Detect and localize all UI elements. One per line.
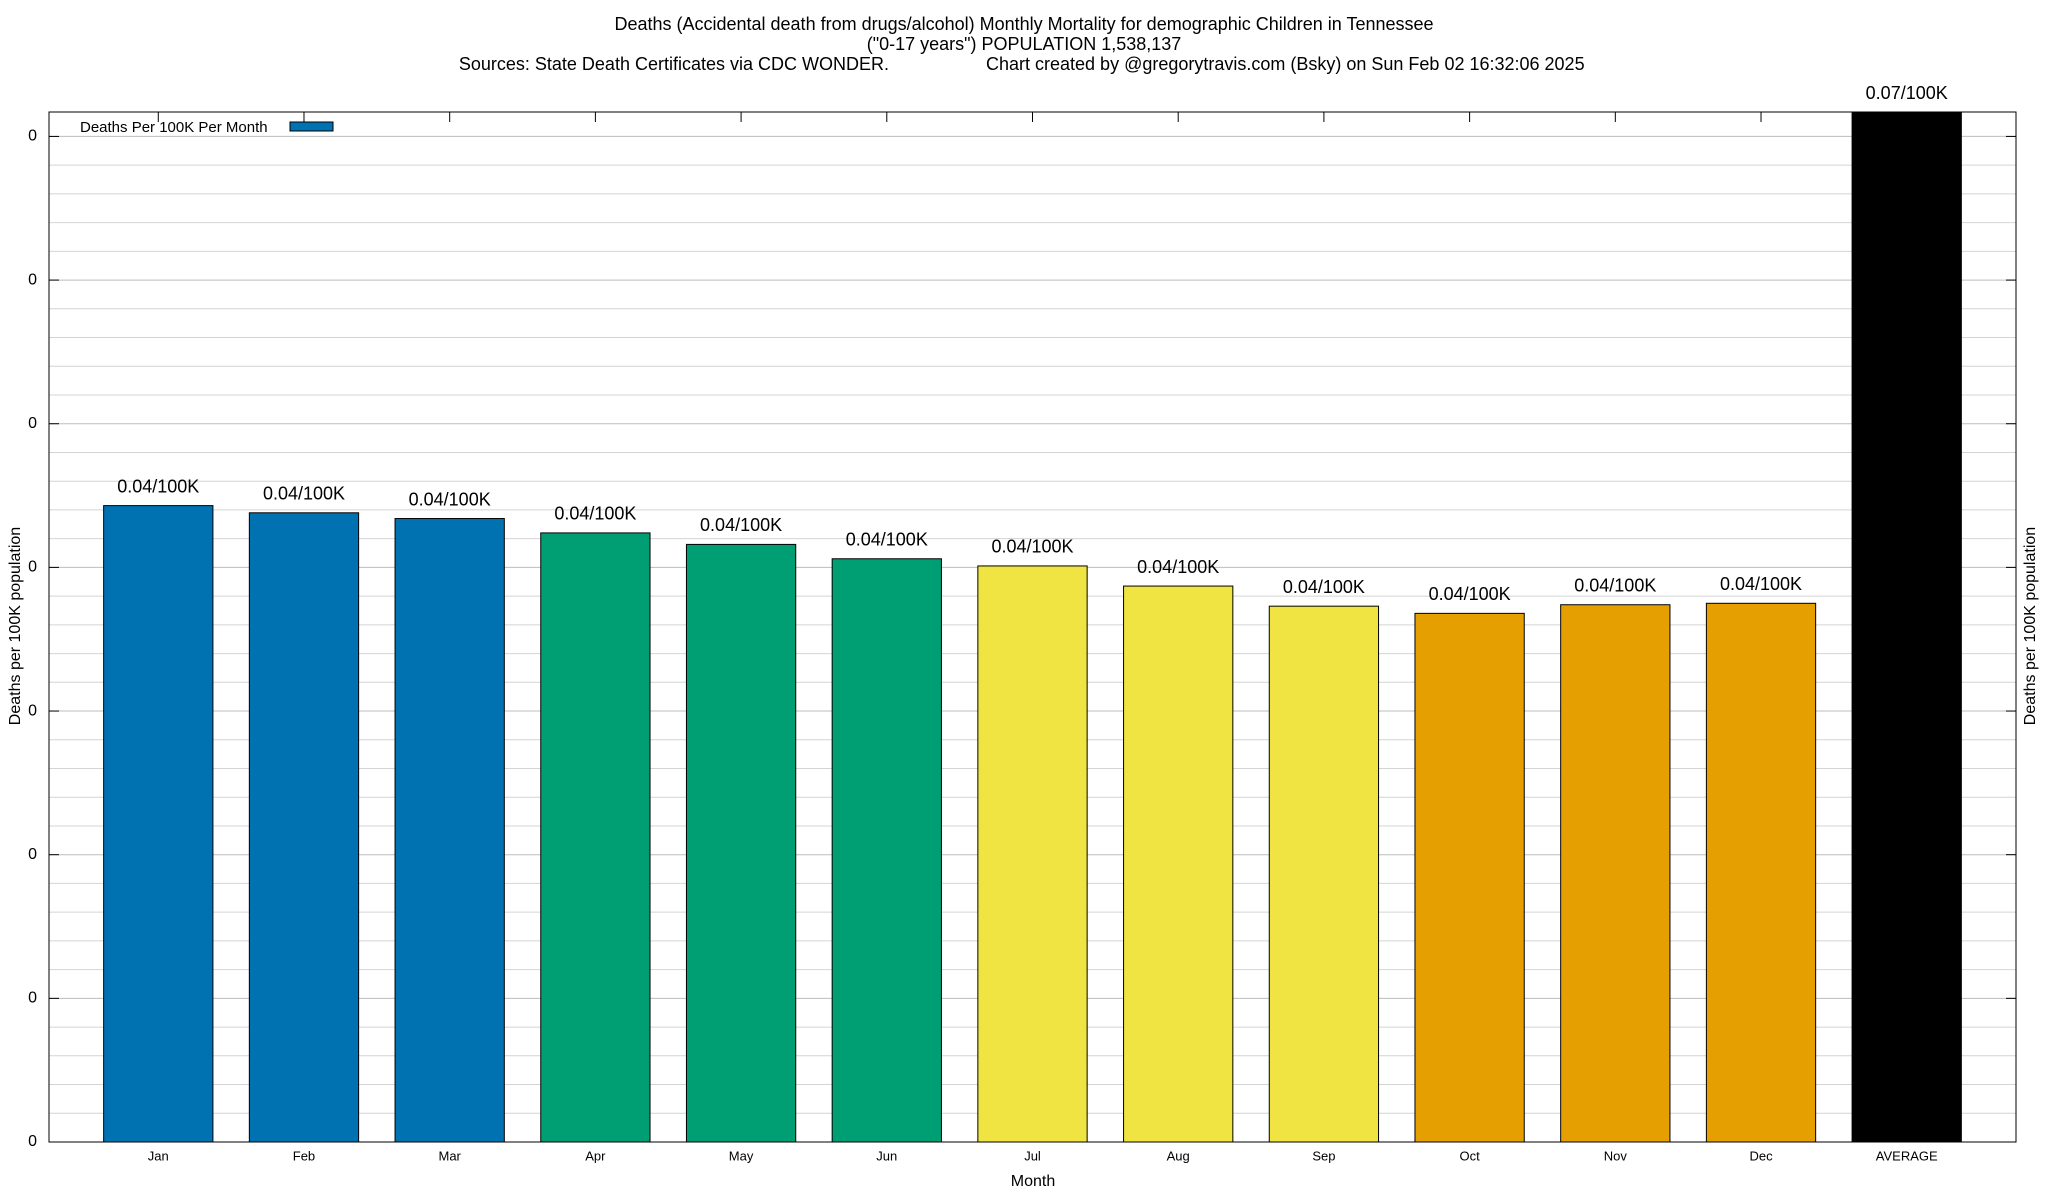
chart-title: ("0-17 years") POPULATION 1,538,137: [867, 34, 1182, 54]
value-label: 0.04/100K: [700, 515, 782, 535]
x-tick-label: Apr: [585, 1148, 606, 1163]
bar: [1705, 602, 1817, 1143]
x-tick-label: Jan: [148, 1148, 169, 1163]
y-axis-label: Deaths per 100K population: [7, 527, 24, 725]
legend-swatch: [289, 121, 334, 132]
y-tick-label: 0: [28, 128, 37, 145]
value-label: 0.04/100K: [263, 484, 345, 504]
chart-sources: Sources: State Death Certificates via CD…: [459, 54, 889, 74]
value-label: 0.04/100K: [117, 476, 199, 496]
x-tick-label: AVERAGE: [1876, 1148, 1938, 1163]
bar: [1414, 612, 1525, 1143]
y-tick-label: 0: [28, 990, 37, 1007]
x-tick-label: Dec: [1749, 1148, 1773, 1163]
value-label: 0.04/100K: [846, 530, 928, 550]
bar: [248, 512, 360, 1143]
bar: [1851, 111, 1962, 1143]
bar: [977, 565, 1088, 1143]
x-tick-label: Aug: [1167, 1148, 1190, 1163]
bar: [1123, 585, 1234, 1143]
x-tick-label: Nov: [1604, 1148, 1628, 1163]
bar: [685, 543, 797, 1143]
x-tick-label: Mar: [438, 1148, 461, 1163]
x-tick-label: May: [729, 1148, 754, 1163]
value-label: 0.04/100K: [1720, 574, 1802, 594]
value-label: 0.04/100K: [1574, 575, 1656, 595]
value-label: 0.04/100K: [554, 504, 636, 524]
chart-title: Deaths (Accidental death from drugs/alco…: [614, 14, 1433, 34]
value-label: 0.04/100K: [1137, 557, 1219, 577]
x-tick-label: Feb: [293, 1148, 315, 1163]
x-tick-label: Oct: [1459, 1148, 1480, 1163]
value-label: 0.04/100K: [409, 489, 491, 509]
y-tick-label: 0: [28, 846, 37, 863]
value-label: 0.04/100K: [1429, 584, 1511, 604]
y-tick-label: 0: [28, 702, 37, 719]
y-tick-label: 0: [28, 1133, 37, 1150]
x-axis-label: Month: [1011, 1173, 1055, 1190]
bar: [1560, 604, 1671, 1143]
y-tick-label: 0: [28, 415, 37, 432]
bar: [103, 505, 214, 1143]
bar: [394, 518, 505, 1143]
x-tick-label: Jun: [876, 1148, 897, 1163]
value-label: 0.04/100K: [991, 537, 1073, 557]
plot-frame: [48, 111, 2017, 1143]
value-label: 0.07/100K: [1866, 83, 1948, 103]
y-tick-label: 0: [28, 271, 37, 288]
bar: [831, 558, 942, 1143]
bar: [540, 532, 651, 1143]
x-tick-label: Jul: [1024, 1148, 1041, 1163]
chart-credit: Chart created by @gregorytravis.com (Bsk…: [986, 54, 1585, 74]
y2-axis-label: Deaths per 100K population: [2022, 527, 2039, 725]
value-label: 0.04/100K: [1283, 577, 1365, 597]
x-tick-label: Sep: [1312, 1148, 1335, 1163]
legend-label: Deaths Per 100K Per Month: [80, 119, 268, 136]
y-tick-label: 0: [28, 559, 37, 576]
bar: [1268, 605, 1380, 1143]
